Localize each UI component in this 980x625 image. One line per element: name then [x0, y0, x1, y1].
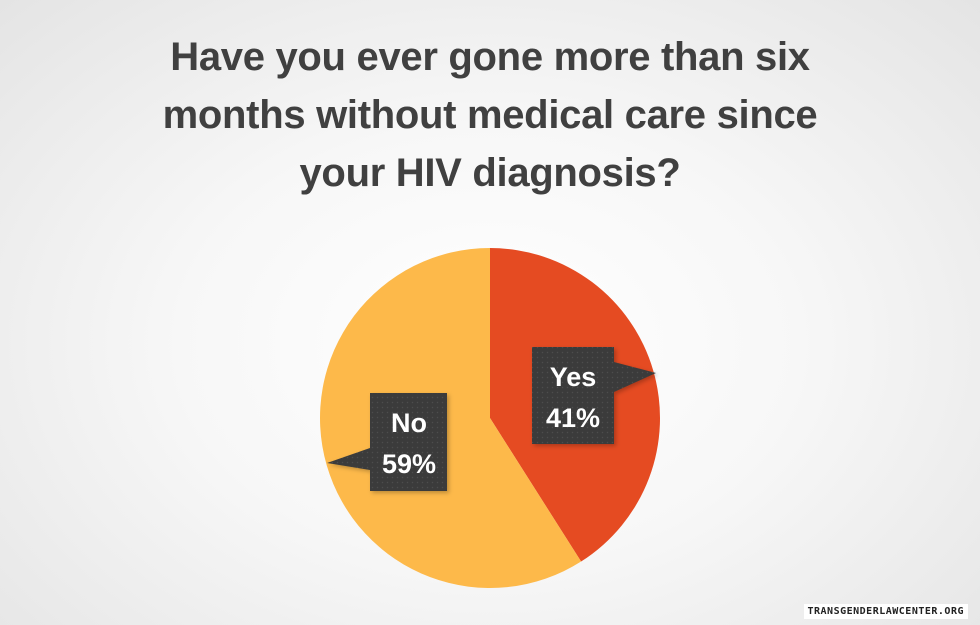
- callout-yes-value: 41%: [546, 403, 600, 433]
- chart-title-line-2: months without medical care since: [162, 93, 818, 137]
- callout-yes-box: [532, 347, 656, 444]
- callout-no-box: [327, 393, 447, 491]
- watermark: TRANSGENDERLAWCENTER.ORG: [803, 604, 968, 619]
- callout-no-name: No: [391, 408, 427, 438]
- chart-title-line-1: Have you ever gone more than six: [170, 35, 810, 79]
- callout-yes: [532, 347, 656, 444]
- chart-title-line-3: your HIV diagnosis?: [299, 151, 681, 195]
- pie-slice-no: [320, 248, 582, 588]
- chart-title: Have you ever gone more than six months …: [90, 28, 890, 202]
- callout-no-value: 59%: [382, 449, 436, 479]
- callout-yes-name: Yes: [550, 362, 597, 392]
- callout-no: [327, 393, 447, 491]
